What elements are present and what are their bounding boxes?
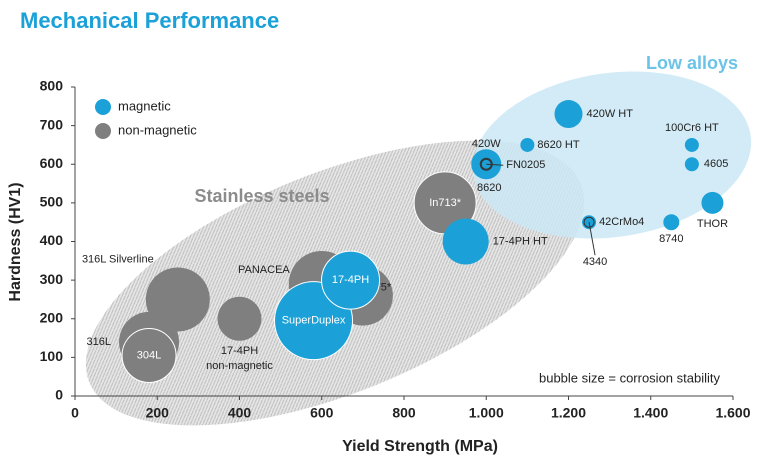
legend-marker <box>95 123 111 139</box>
point-label: 316L Silverline <box>82 253 154 265</box>
legend-marker <box>95 99 111 115</box>
bubble <box>217 296 262 341</box>
region-label: Stainless steels <box>194 186 329 206</box>
point-label: 420W <box>472 138 501 150</box>
x-tick-label: 1.600 <box>715 405 750 421</box>
point-label: 8620 <box>477 182 501 194</box>
bubble <box>701 191 724 214</box>
point-label: 17-4PH <box>332 274 369 286</box>
point-label: SuperDuplex <box>282 315 346 327</box>
bubble <box>554 100 583 129</box>
point-label: 316L <box>87 336 111 348</box>
point-label: THOR <box>697 218 728 230</box>
point-label: 8740 <box>659 233 683 245</box>
y-tick-label: 200 <box>40 309 64 325</box>
point-label: PANACEA <box>238 264 290 276</box>
x-tick-label: 1.000 <box>469 405 504 421</box>
point-label: 8620 HT <box>537 139 579 151</box>
point-label: 304L <box>137 349 161 361</box>
bubble <box>442 218 489 265</box>
point-label: 17-4PH HT <box>493 235 548 247</box>
x-tick-label: 200 <box>146 405 170 421</box>
region-label: Low alloys <box>646 53 738 73</box>
bubble <box>121 327 177 383</box>
y-tick-label: 500 <box>40 194 64 210</box>
point-label: 17-4PH non-magnetic <box>206 345 273 372</box>
x-tick-label: 800 <box>392 405 416 421</box>
y-tick-label: 700 <box>40 116 64 132</box>
point-label: 4340 <box>583 256 607 268</box>
x-tick-label: 400 <box>228 405 252 421</box>
legend-label: magnetic <box>118 98 171 113</box>
chart-title: Mechanical Performance <box>20 8 279 33</box>
legend-label: non-magnetic <box>118 122 197 137</box>
point-label: 4605 <box>704 158 728 170</box>
y-tick-label: 400 <box>40 232 64 248</box>
label-line: non-magnetic <box>206 360 273 372</box>
low-alloy-region <box>472 71 752 239</box>
y-tick-label: 0 <box>55 387 63 403</box>
point-label: 420W HT <box>587 108 634 120</box>
y-tick-label: 800 <box>40 78 64 94</box>
x-axis-label: Yield Strength (MPa) <box>342 438 498 455</box>
note: bubble size = corrosion stability <box>539 370 721 385</box>
x-tick-label: 0 <box>71 405 79 421</box>
bubble <box>684 137 699 152</box>
point-label: 100Cr6 HT <box>665 122 719 134</box>
bubble <box>480 158 492 170</box>
y-tick-label: 300 <box>40 271 64 287</box>
bubble <box>321 250 381 310</box>
x-tick-label: 1.400 <box>633 405 668 421</box>
bubble <box>520 137 535 152</box>
x-tick-label: 1.200 <box>551 405 586 421</box>
y-tick-label: 100 <box>40 348 64 364</box>
leader <box>588 222 596 256</box>
point-label: In713* <box>429 197 462 209</box>
point-label: 42CrMo4 <box>599 216 644 228</box>
x-tick-label: 600 <box>310 405 334 421</box>
point-label: FN0205 <box>506 159 545 171</box>
bubble <box>684 157 699 172</box>
leader <box>486 163 504 166</box>
y-tick-label: 600 <box>40 155 64 171</box>
bubble <box>583 216 595 228</box>
bubble <box>663 214 680 231</box>
y-axis-label: Hardness (HV1) <box>7 182 24 301</box>
label-line: 17-4PH <box>221 345 258 357</box>
